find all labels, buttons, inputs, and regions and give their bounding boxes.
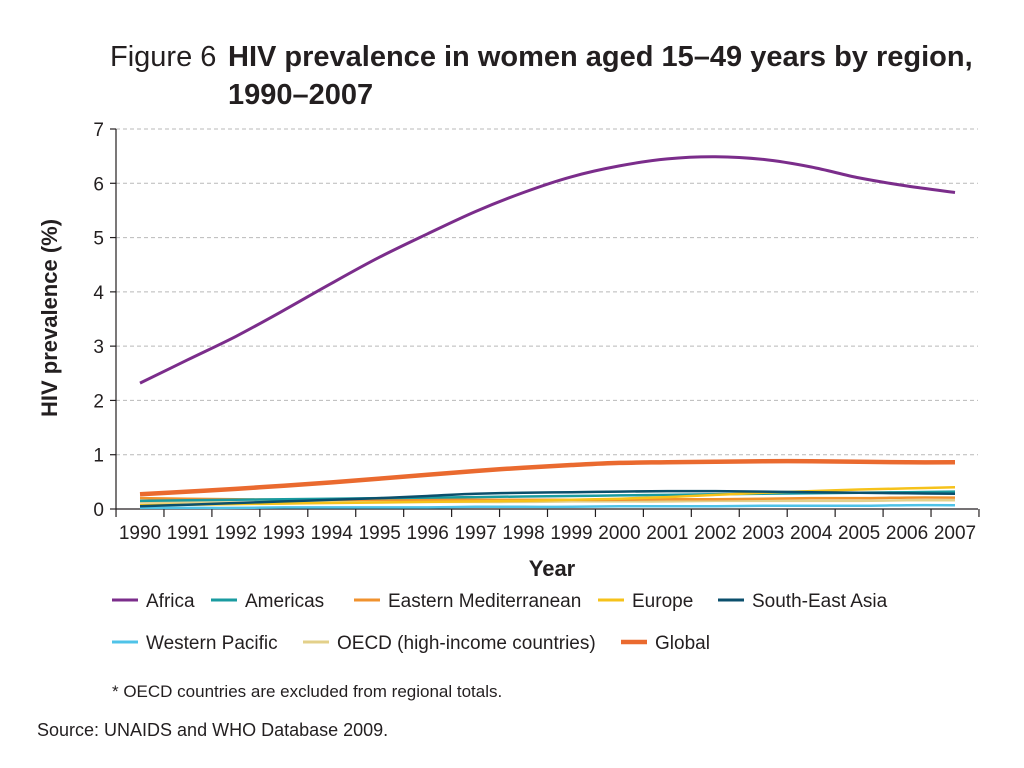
- legend-label: Eastern Mediterranean: [388, 591, 581, 612]
- legend-label: Africa: [146, 591, 195, 612]
- legend-item-eastern-mediterranean: Eastern Mediterranean: [354, 591, 581, 612]
- x-axis-label: Year: [529, 556, 576, 581]
- x-tick-label: 1999: [550, 523, 592, 544]
- x-tick-label: 1990: [119, 523, 161, 544]
- legend-label: Europe: [632, 591, 693, 612]
- y-tick-label: 3: [93, 337, 104, 358]
- y-tick-label: 7: [93, 120, 104, 141]
- x-tick-label: 1996: [407, 523, 449, 544]
- x-tick-label: 2000: [598, 523, 640, 544]
- legend-item-europe: Europe: [598, 591, 693, 612]
- x-tick-label: 2007: [934, 523, 976, 544]
- y-tick-label: 1: [93, 446, 104, 467]
- x-tick-label: 1991: [167, 523, 209, 544]
- source-note: Source: UNAIDS and WHO Database 2009.: [37, 720, 388, 740]
- legend-item-americas: Americas: [211, 591, 324, 612]
- x-tick-labels: 1990 1991 1992 1993 1994 1995 1996 1997 1998 1999…: [119, 523, 976, 544]
- legend-item-oecd-high-income-countries: OECD (high-income countries): [303, 633, 596, 654]
- x-tick-label: 2003: [742, 523, 784, 544]
- y-tick-label: 5: [93, 229, 104, 250]
- x-tick-label: 2004: [790, 523, 833, 544]
- gridlines: [116, 128, 978, 456]
- x-tick-label: 2005: [838, 523, 880, 544]
- x-tick-label: 1994: [311, 523, 354, 544]
- series-lines: [139, 155, 956, 510]
- chart-title-line2: 1990–2007: [228, 79, 373, 111]
- x-tick-label: 1995: [359, 523, 401, 544]
- legend-label: Global: [655, 633, 710, 654]
- x-tick-label: 1998: [502, 523, 544, 544]
- footnote: * OECD countries are excluded from regio…: [112, 682, 502, 701]
- axes: [110, 128, 980, 517]
- series-line-south-east-asia: [139, 489, 956, 508]
- y-tick-label: 2: [93, 391, 104, 412]
- legend-label: South-East Asia: [752, 591, 888, 612]
- series-line-africa: [139, 155, 956, 385]
- legend-item-africa: Africa: [112, 591, 195, 612]
- x-tick-label: 2001: [646, 523, 688, 544]
- y-tick-label: 4: [93, 283, 104, 304]
- chart-title-line1: HIV prevalence in women aged 15–49 years…: [228, 41, 973, 73]
- series-line-western-pacific: [140, 503, 956, 510]
- x-tick-label: 2006: [886, 523, 928, 544]
- legend-item-western-pacific: Western Pacific: [112, 633, 278, 654]
- legend-label: Americas: [245, 591, 324, 612]
- series-line-global: [139, 458, 956, 497]
- x-tick-label: 1993: [263, 523, 305, 544]
- y-tick-label: 0: [93, 500, 104, 521]
- y-tick-label: 6: [93, 174, 104, 195]
- legend-label: OECD (high-income countries): [337, 633, 596, 654]
- x-tick-label: 2002: [694, 523, 736, 544]
- series-line-europe: [139, 486, 956, 507]
- y-tick-labels: 0 1 2 3 4 5 6 7: [93, 120, 104, 521]
- y-axis-label: HIV prevalence (%): [37, 219, 62, 417]
- legend-label: Western Pacific: [146, 633, 278, 654]
- x-tick-label: 1997: [454, 523, 496, 544]
- x-tick-label: 1992: [215, 523, 257, 544]
- legend-item-global: Global: [621, 633, 710, 654]
- legend-item-south-east-asia: South-East Asia: [718, 591, 888, 612]
- legend: Africa Americas Eastern Mediterranean Europ…: [112, 591, 888, 654]
- figure-number: Figure 6: [110, 41, 216, 73]
